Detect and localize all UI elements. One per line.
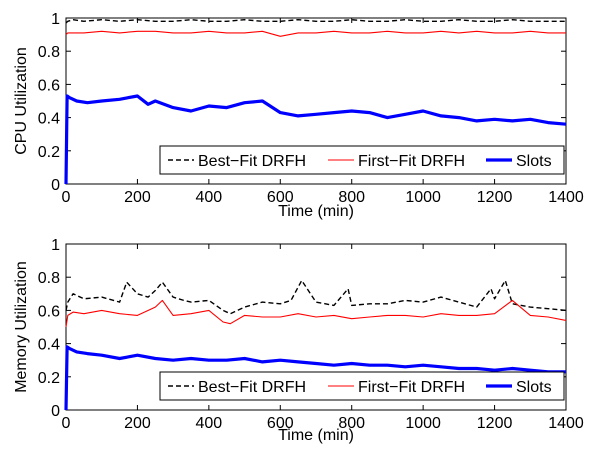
series-line-1-1: [65, 19, 566, 24]
legend-label-2-3: Slots: [516, 379, 552, 396]
y-tick-label-1: 0.8: [38, 44, 60, 61]
x-tick-label-1: 0: [62, 189, 71, 206]
legend-label-1-1: Best−Fit DRFH: [198, 153, 306, 170]
x-tick-label-1: 200: [124, 189, 151, 206]
series-line-2-3: [64, 345, 566, 411]
legend-label-2-2: First−Fit DRFH: [358, 379, 465, 396]
y-tick-label-1: 0.4: [38, 111, 60, 128]
x-tick-label-2: 1400: [548, 415, 584, 432]
series-line-1-2: [65, 30, 566, 37]
x-axis-label-2: Time (min): [278, 427, 354, 444]
y-tick-label-1: 1: [51, 11, 60, 28]
y-tick-label-2: 0: [51, 403, 60, 420]
x-tick-label-1: 800: [338, 189, 365, 206]
legend-label-1-3: Slots: [516, 153, 552, 170]
y-tick-label-2: 0.4: [38, 337, 60, 354]
y-axis-label-1: CPU Utilization: [13, 47, 30, 155]
x-tick-label-2: 0: [62, 415, 71, 432]
x-tick-label-2: 1000: [405, 415, 441, 432]
x-axis-label-1: Time (min): [278, 203, 354, 220]
legend-label-1-2: First−Fit DRFH: [358, 153, 465, 170]
series-line-2-2: [65, 299, 567, 328]
x-tick-label-2: 800: [338, 415, 365, 432]
x-tick-label-1: 1400: [548, 189, 584, 206]
y-tick-label-1: 0: [51, 177, 60, 194]
y-tick-label-2: 0.8: [38, 270, 60, 287]
series-line-2-1: [65, 279, 567, 315]
y-tick-label-2: 0.2: [38, 370, 60, 387]
legend-label-2-1: Best−Fit DRFH: [198, 379, 306, 396]
y-tick-label-1: 0.6: [38, 77, 60, 94]
x-tick-label-1: 1200: [477, 189, 513, 206]
x-tick-label-1: 1000: [405, 189, 441, 206]
x-tick-label-2: 1200: [477, 415, 513, 432]
y-axis-label-2: Memory Utilization: [13, 261, 30, 393]
y-tick-label-1: 0.2: [38, 144, 60, 161]
y-tick-label-2: 0.6: [38, 303, 60, 320]
x-tick-label-2: 200: [124, 415, 151, 432]
series-line-1-3: [64, 94, 567, 185]
x-tick-label-2: 600: [267, 415, 294, 432]
y-tick-label-2: 1: [51, 237, 60, 254]
x-tick-label-1: 600: [267, 189, 294, 206]
x-tick-label-2: 400: [196, 415, 223, 432]
x-tick-label-1: 400: [196, 189, 223, 206]
